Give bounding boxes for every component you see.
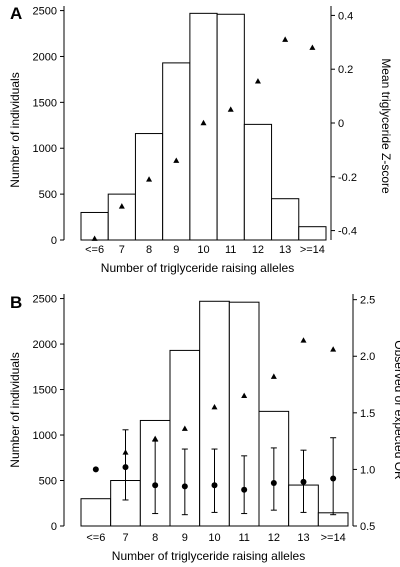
circle-point bbox=[211, 482, 218, 489]
triangle-point bbox=[146, 176, 153, 182]
triangle-point bbox=[300, 337, 307, 343]
right-tick-label: 0.4 bbox=[338, 10, 353, 22]
x-tick-label: 11 bbox=[238, 532, 249, 544]
circle-point bbox=[92, 466, 99, 473]
x-tick-label: 10 bbox=[208, 532, 220, 544]
triangle-point bbox=[91, 235, 98, 241]
chart-panel-a: 0 500 1000 1500 2000 2500 -0.4 -0.2 0 0.2 0.4 <=6 7 8… bbox=[8, 6, 393, 275]
right-tick-label: 2.5 bbox=[360, 295, 375, 307]
left-tick-label: 2500 bbox=[33, 294, 57, 306]
x-tick-label: 13 bbox=[279, 244, 291, 256]
x-tick-label: 11 bbox=[225, 244, 236, 256]
right-tick-label: -0.4 bbox=[338, 226, 357, 238]
x-tick-label: 7 bbox=[122, 532, 128, 544]
x-tick-label: 7 bbox=[119, 244, 125, 256]
right-tick-label: -0.2 bbox=[338, 172, 357, 184]
x-tick-label: 8 bbox=[146, 244, 152, 256]
x-tick-label: 12 bbox=[252, 244, 264, 256]
x-axis-title: Number of triglyceride raising alleles bbox=[112, 549, 305, 563]
circle-point bbox=[330, 475, 337, 482]
triangle-point bbox=[118, 203, 125, 209]
right-tick-label: 0.2 bbox=[338, 64, 353, 76]
left-tick-label: 2000 bbox=[33, 339, 57, 351]
left-tick-label: 500 bbox=[39, 189, 57, 201]
panel-label-a: A bbox=[10, 4, 22, 23]
left-tick-label: 1000 bbox=[33, 143, 57, 155]
x-tick-label: 13 bbox=[297, 532, 309, 544]
histogram-bar bbox=[134, 133, 164, 241]
left-tick-label: 1500 bbox=[33, 385, 57, 397]
histogram-bar bbox=[189, 12, 218, 241]
histogram-bar bbox=[216, 13, 245, 241]
x-tick-label: >=14 bbox=[321, 532, 346, 544]
x-tick-label: 9 bbox=[182, 532, 188, 544]
left-tick-label: 1000 bbox=[33, 430, 57, 442]
x-tick-label: <=6 bbox=[85, 244, 104, 256]
histogram-bar bbox=[80, 498, 112, 527]
x-tick-label: 12 bbox=[268, 532, 280, 544]
right-axis-title: Mean triglyceride Z-score bbox=[379, 58, 393, 194]
circle-point bbox=[122, 464, 129, 471]
histogram-bar bbox=[243, 123, 273, 241]
triangle-point bbox=[181, 425, 188, 431]
triangle-point bbox=[241, 392, 248, 399]
left-tick-label: 0 bbox=[51, 235, 57, 247]
circle-point bbox=[300, 478, 307, 485]
circle-point bbox=[270, 479, 277, 486]
right-tick-label: 2.0 bbox=[360, 351, 375, 363]
right-axis-title: Observed or expected OR bbox=[392, 340, 400, 480]
left-axis-title: Number of individuals bbox=[8, 72, 22, 187]
left-tick-label: 0 bbox=[51, 521, 57, 533]
panel-label-b: B bbox=[10, 293, 22, 312]
triangle-point bbox=[211, 403, 218, 410]
histogram-bar bbox=[298, 226, 327, 241]
triangle-point bbox=[330, 346, 337, 352]
x-tick-label: 10 bbox=[197, 244, 209, 256]
right-tick-label: 1.0 bbox=[360, 464, 375, 476]
x-axis-title: Number of triglyceride raising alleles bbox=[101, 261, 294, 275]
left-tick-label: 500 bbox=[39, 476, 57, 488]
left-tick-label: 1500 bbox=[33, 97, 57, 109]
histogram-bar bbox=[271, 198, 300, 241]
chart-panel-b: 0 500 1000 1500 2000 2500 0.5 1.0 1.5 2.0 2.5 <=6 7 8… bbox=[8, 294, 400, 563]
histogram-bar bbox=[107, 193, 136, 241]
triangle-point bbox=[152, 435, 159, 442]
left-axis-title: Number of individuals bbox=[8, 352, 22, 467]
left-tick-label: 2000 bbox=[33, 51, 57, 63]
right-tick-label: 1.5 bbox=[360, 408, 375, 420]
triangle-point bbox=[200, 119, 207, 126]
left-tick-label: 2500 bbox=[33, 6, 57, 18]
x-tick-label: 8 bbox=[152, 532, 158, 544]
circle-point bbox=[152, 482, 159, 489]
x-tick-label: 9 bbox=[173, 244, 179, 256]
histogram-bar bbox=[162, 62, 191, 241]
triangle-point bbox=[282, 36, 289, 42]
triangle-point bbox=[173, 157, 180, 163]
x-tick-label: >=14 bbox=[300, 244, 325, 256]
x-tick-label: <=6 bbox=[86, 532, 105, 544]
circle-point bbox=[181, 483, 188, 490]
right-tick-label: 0.5 bbox=[360, 521, 375, 533]
right-tick-label: 0 bbox=[338, 118, 344, 130]
triangle-point bbox=[309, 44, 316, 50]
triangle-point bbox=[254, 78, 261, 84]
circle-point bbox=[241, 486, 248, 493]
triangle-point bbox=[270, 373, 277, 379]
triangle-point bbox=[227, 106, 234, 112]
